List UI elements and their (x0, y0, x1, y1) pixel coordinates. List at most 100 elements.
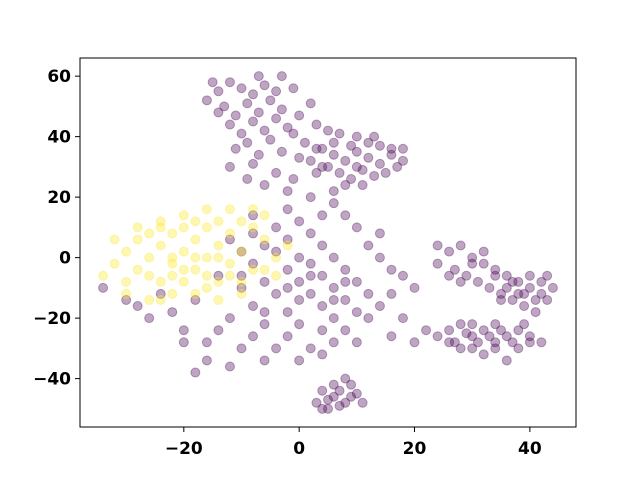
scatter-point (144, 270, 155, 281)
scatter-point (271, 113, 282, 124)
scatter-point (501, 331, 512, 342)
scatter-point (178, 222, 189, 233)
scatter-point (346, 140, 357, 151)
scatter-point (328, 337, 339, 348)
scatter-point (144, 252, 155, 263)
scatter-point (524, 270, 535, 281)
scatter-point (328, 294, 339, 305)
scatter-point (276, 146, 287, 157)
scatter-point (328, 186, 339, 197)
scatter-point (155, 276, 166, 287)
scatter-point (248, 116, 259, 127)
scatter-point (271, 167, 282, 178)
x-tick-label: 40 (518, 439, 542, 459)
scatter-point (271, 86, 282, 97)
scatter-point (265, 134, 276, 145)
scatter-point (224, 313, 235, 324)
scatter-point (374, 158, 385, 169)
scatter-point (507, 276, 518, 287)
scatter-point (340, 155, 351, 166)
scatter-point (167, 252, 178, 263)
scatter-point (340, 276, 351, 287)
scatter-point (109, 234, 120, 245)
scatter-point (467, 331, 478, 342)
scatter-point (282, 264, 293, 275)
scatter-point (496, 325, 507, 336)
scatter-point (444, 325, 455, 336)
scatter-point (547, 282, 558, 293)
scatter-point (230, 110, 241, 121)
scatter-point (444, 270, 455, 281)
scatter-point (213, 325, 224, 336)
scatter-point (323, 161, 333, 172)
scatter-point (121, 276, 132, 287)
scatter-point (98, 270, 109, 281)
scatter-point (236, 288, 247, 299)
scatter-point (305, 228, 316, 239)
scatter-point (334, 385, 345, 396)
scatter-point (167, 288, 178, 299)
scatter-point (167, 307, 178, 318)
scatter-point (317, 270, 328, 281)
scatter-point (253, 71, 264, 82)
scatter-point (311, 397, 322, 408)
scatter-point (248, 158, 259, 169)
scatter-point (363, 137, 374, 148)
scatter-point (380, 167, 391, 178)
scatter-point (467, 258, 478, 269)
scatter-point (224, 161, 235, 172)
scatter-point (524, 331, 535, 342)
scatter-point (542, 270, 553, 281)
scatter-point (190, 252, 201, 263)
scatter-point (288, 173, 299, 184)
scatter-point (213, 294, 224, 305)
scatter-point (294, 216, 305, 227)
scatter-point (294, 355, 305, 366)
scatter-point (513, 288, 524, 299)
scatter-point (317, 385, 328, 396)
scatter-point (248, 204, 259, 215)
scatter-point (294, 110, 305, 121)
scatter-point (305, 258, 316, 269)
scatter-point (201, 95, 212, 106)
scatter-point (248, 331, 259, 342)
scatter-point (351, 276, 362, 287)
scatter-point (496, 294, 507, 305)
scatter-point (242, 98, 253, 109)
scatter-point (190, 264, 201, 275)
y-tick-label: −20 (33, 309, 71, 329)
scatter-point (328, 137, 339, 148)
scatter-point (294, 152, 305, 163)
scatter-point (282, 240, 293, 251)
scatter-point (224, 258, 235, 269)
scatter-point (432, 258, 443, 269)
scatter-point (282, 282, 293, 293)
scatter-point (236, 276, 247, 287)
scatter-point (536, 337, 547, 348)
scatter-point (351, 146, 362, 157)
scatter-point (213, 270, 224, 281)
scatter-point (409, 337, 420, 348)
scatter-point (317, 325, 328, 336)
scatter-point (98, 282, 109, 293)
scatter-point (357, 164, 368, 175)
plot-frame (79, 57, 577, 428)
scatter-point (507, 337, 518, 348)
scatter-point (224, 204, 235, 215)
scatter-point (178, 210, 189, 221)
scatter-point (507, 294, 518, 305)
scatter-point (121, 294, 132, 305)
scatter-point (346, 379, 357, 390)
scatter-point (478, 258, 489, 269)
scatter-point (155, 288, 166, 299)
scatter-point (155, 216, 166, 227)
scatter-point (178, 264, 189, 275)
y-tick-label: 60 (47, 67, 71, 87)
scatter-point (230, 143, 241, 154)
scatter-point (397, 155, 408, 166)
scatter-point (328, 149, 339, 160)
scatter-point (144, 313, 155, 324)
scatter-point (369, 131, 380, 142)
scatter-point (294, 319, 305, 330)
scatter-point (144, 294, 155, 305)
